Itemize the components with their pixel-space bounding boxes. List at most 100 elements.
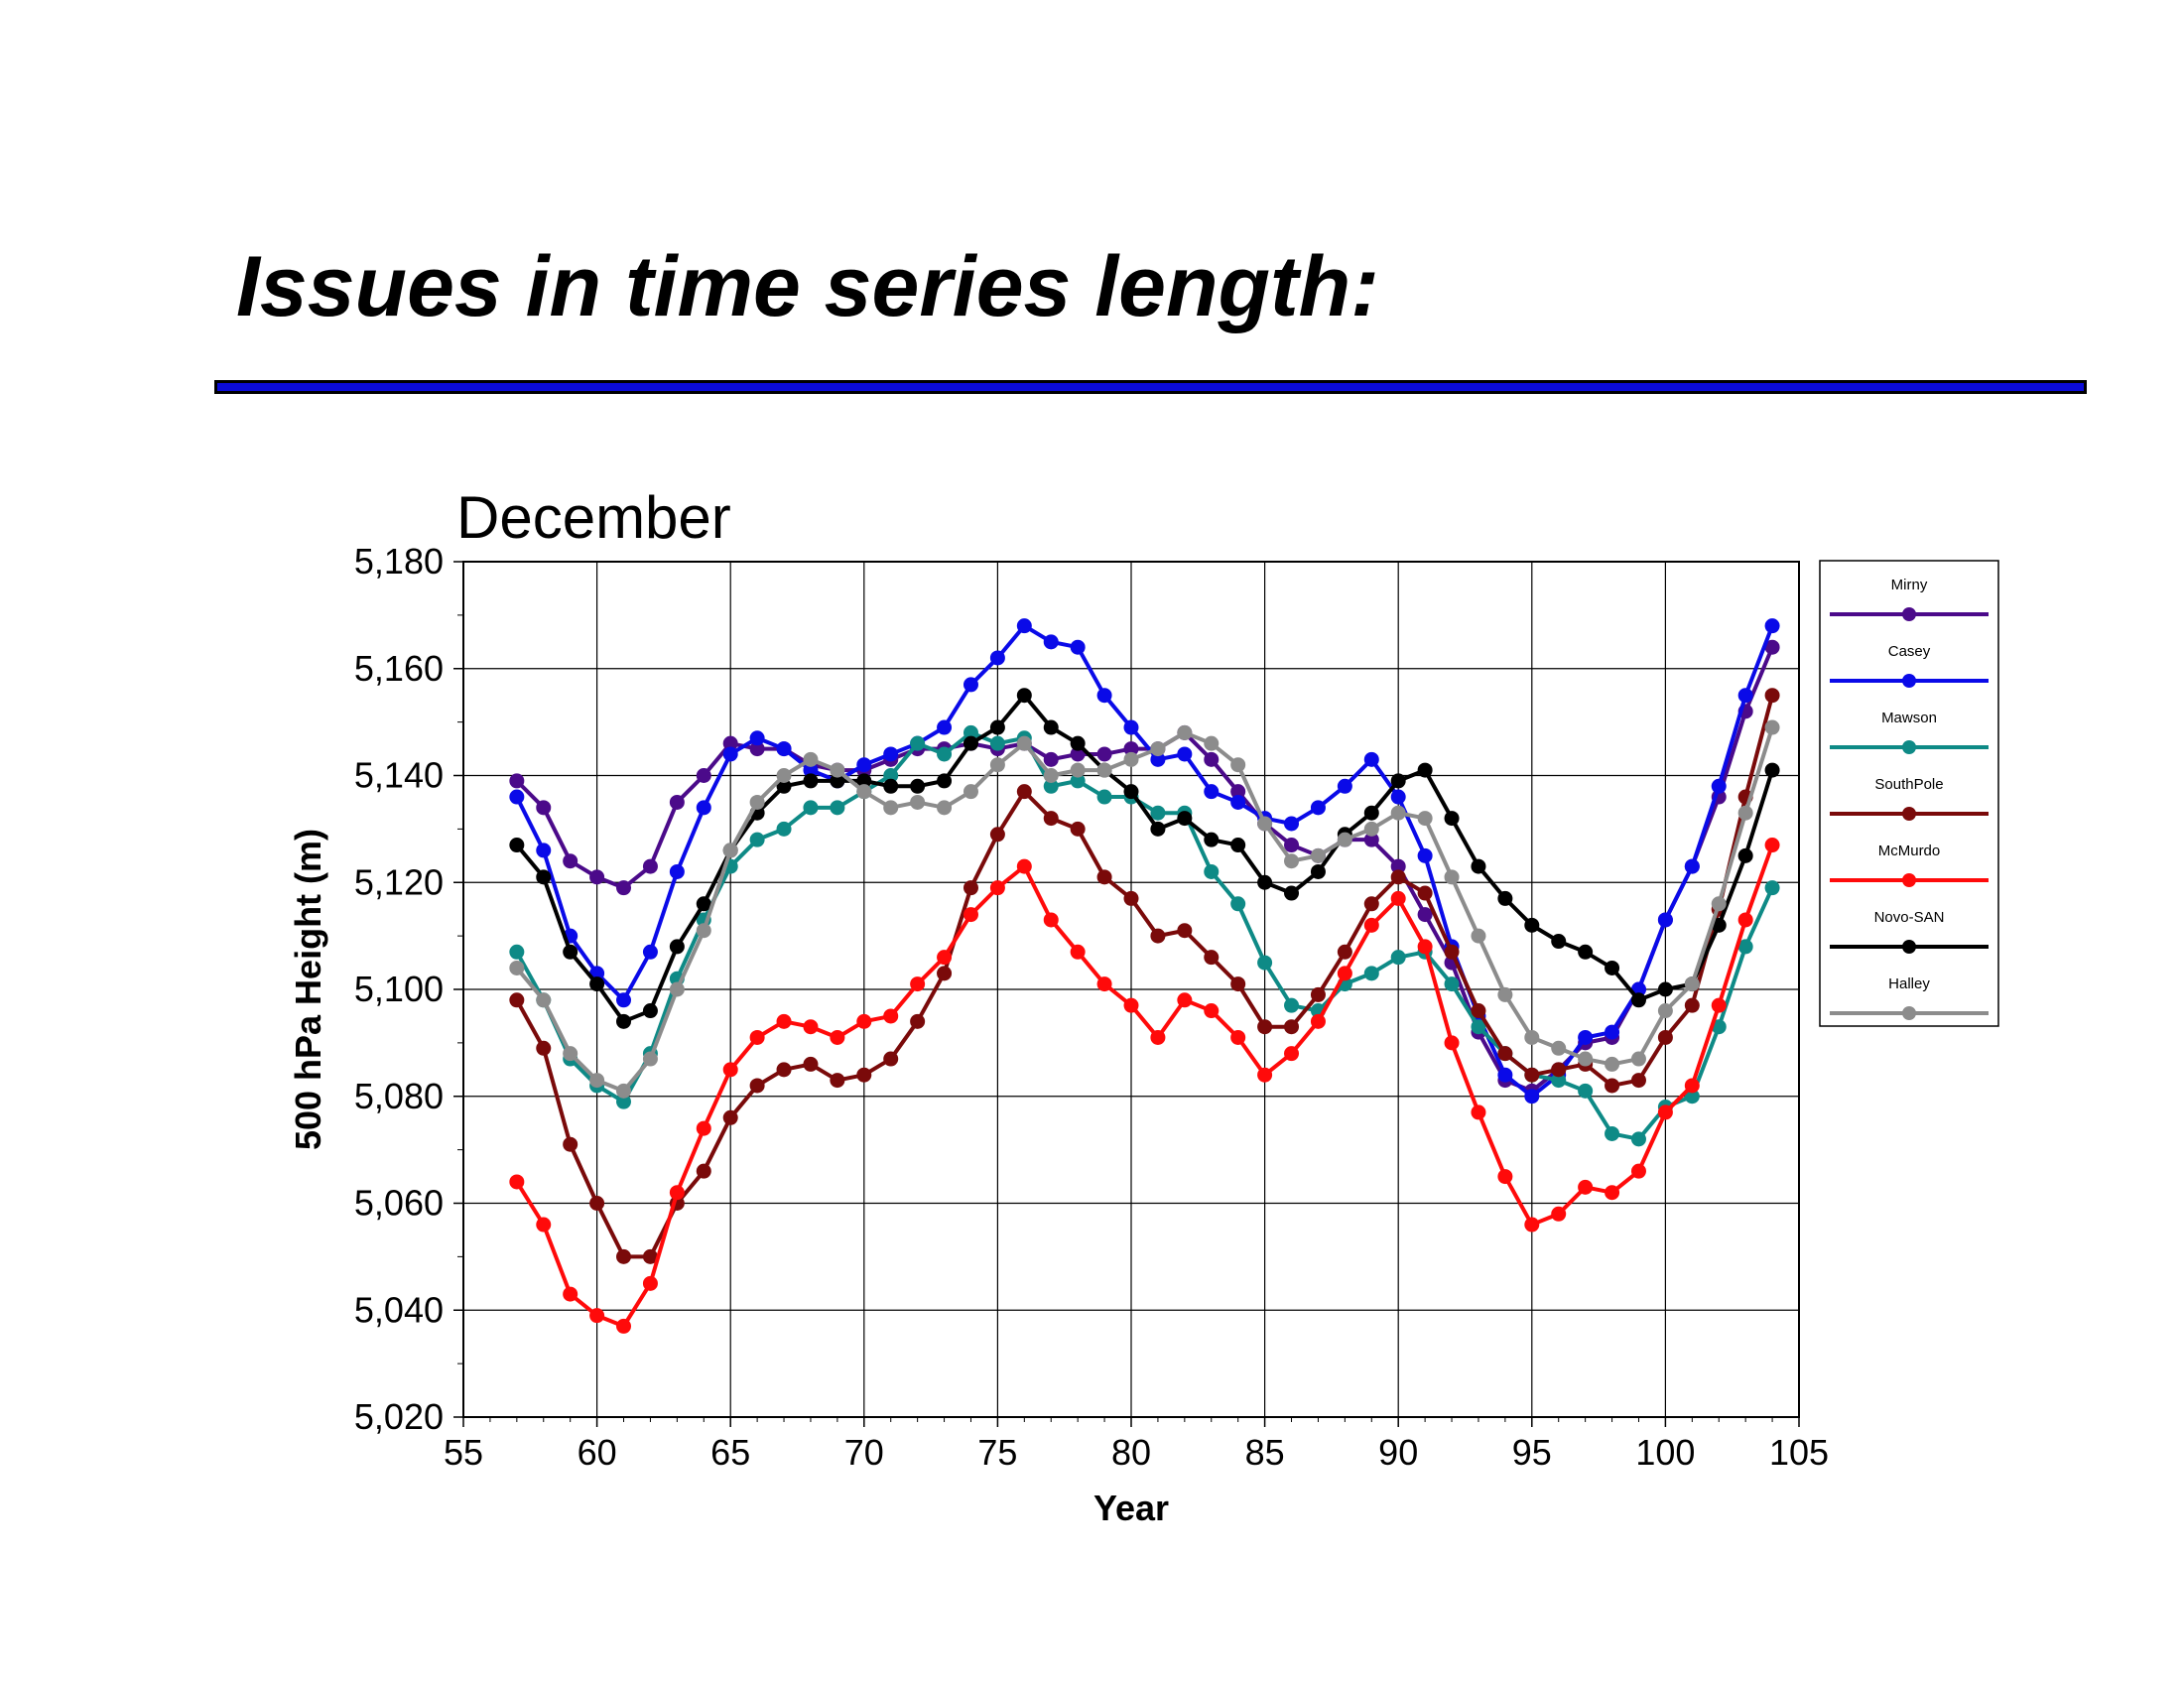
- data-point-southpole: [1417, 885, 1433, 901]
- data-point-halley: [722, 843, 738, 858]
- data-point-southpole: [563, 1136, 578, 1152]
- data-point-mirny: [1096, 746, 1112, 762]
- data-point-halley: [1444, 869, 1460, 885]
- data-point-mcmurdo: [642, 1275, 658, 1291]
- data-point-southpole: [1310, 986, 1326, 1002]
- legend-item-mawson: Mawson: [1830, 710, 1989, 754]
- data-point-mirny: [563, 853, 578, 869]
- data-point-casey: [1043, 634, 1059, 650]
- data-point-mcmurdo: [1310, 1013, 1326, 1029]
- x-tick-label: 100: [1635, 1432, 1695, 1473]
- data-point-mawson: [616, 1094, 632, 1109]
- data-point-southpole: [1043, 811, 1059, 827]
- data-point-halley: [1417, 811, 1433, 827]
- data-point-novo-san: [536, 869, 552, 885]
- data-point-halley: [883, 800, 899, 816]
- data-point-novo-san: [1737, 847, 1753, 863]
- data-point-mawson: [1284, 997, 1300, 1013]
- data-point-casey: [1230, 794, 1246, 810]
- data-point-mcmurdo: [536, 1217, 552, 1233]
- data-point-novo-san: [1605, 960, 1620, 975]
- data-point-halley: [1578, 1051, 1594, 1067]
- data-point-mawson: [937, 746, 953, 762]
- data-point-halley: [1337, 832, 1352, 847]
- data-point-mcmurdo: [1551, 1206, 1567, 1222]
- data-point-mcmurdo: [1096, 976, 1112, 992]
- data-point-casey: [1737, 688, 1753, 704]
- title-rule: [214, 380, 2087, 394]
- data-point-casey: [536, 843, 552, 858]
- data-point-mcmurdo: [1284, 1046, 1300, 1062]
- y-tick-label: 5,160: [354, 648, 444, 689]
- data-point-mawson: [1070, 773, 1086, 789]
- data-point-novo-san: [1204, 832, 1220, 847]
- data-point-mcmurdo: [1204, 1003, 1220, 1019]
- data-point-casey: [1204, 784, 1220, 800]
- data-point-mcmurdo: [1497, 1169, 1513, 1185]
- data-point-novo-san: [1417, 762, 1433, 778]
- data-point-mirny: [1230, 784, 1246, 800]
- data-point-novo-san: [830, 773, 845, 789]
- data-point-mawson: [1096, 789, 1112, 805]
- data-point-halley: [1764, 719, 1780, 735]
- data-point-mawson: [1764, 880, 1780, 896]
- x-tick-label: 75: [977, 1432, 1017, 1473]
- data-point-halley: [669, 981, 685, 997]
- data-point-casey: [1150, 751, 1166, 767]
- data-point-mawson: [1043, 778, 1059, 794]
- data-point-southpole: [856, 1067, 872, 1083]
- data-point-novo-san: [910, 778, 926, 794]
- data-point-novo-san: [1123, 784, 1139, 800]
- data-point-halley: [536, 992, 552, 1008]
- data-point-mcmurdo: [1605, 1185, 1620, 1201]
- x-tick-label: 95: [1512, 1432, 1552, 1473]
- data-point-mcmurdo: [1764, 838, 1780, 853]
- data-point-casey: [856, 757, 872, 773]
- data-point-southpole: [1471, 1003, 1486, 1019]
- data-point-mcmurdo: [589, 1308, 605, 1324]
- data-point-novo-san: [696, 896, 711, 912]
- data-point-halley: [1204, 735, 1220, 751]
- data-point-casey: [1764, 618, 1780, 634]
- data-point-casey: [937, 719, 953, 735]
- data-point-mcmurdo: [989, 880, 1005, 896]
- data-point-mcmurdo: [749, 1029, 765, 1045]
- data-point-mcmurdo: [1230, 1029, 1246, 1045]
- axis-ticks: [453, 561, 1800, 1427]
- data-point-halley: [1551, 1040, 1567, 1056]
- legend-swatch-marker: [1902, 607, 1916, 621]
- data-point-casey: [1417, 847, 1433, 863]
- data-point-southpole: [1444, 944, 1460, 960]
- data-point-novo-san: [776, 778, 792, 794]
- data-point-novo-san: [1284, 885, 1300, 901]
- data-point-mawson: [1630, 1131, 1646, 1147]
- data-point-mcmurdo: [563, 1286, 578, 1302]
- data-point-mawson: [1363, 966, 1379, 981]
- legend-item-novo-san: Novo-SAN: [1830, 909, 1989, 954]
- data-point-halley: [509, 960, 525, 975]
- data-point-mawson: [1204, 863, 1220, 879]
- data-point-halley: [1177, 724, 1193, 740]
- data-point-mirny: [1284, 838, 1300, 853]
- data-point-casey: [1684, 858, 1700, 874]
- data-point-southpole: [1497, 1046, 1513, 1062]
- legend-item-casey: Casey: [1830, 643, 1989, 688]
- data-point-novo-san: [1578, 944, 1594, 960]
- data-point-mcmurdo: [1711, 997, 1727, 1013]
- data-point-mawson: [1605, 1125, 1620, 1141]
- data-point-novo-san: [616, 1013, 632, 1029]
- x-tick-label: 85: [1245, 1432, 1285, 1473]
- data-point-mirny: [1363, 832, 1379, 847]
- chart-title: December: [456, 484, 731, 551]
- data-point-southpole: [696, 1163, 711, 1179]
- data-point-halley: [1043, 768, 1059, 783]
- data-point-southpole: [1337, 944, 1352, 960]
- series-layer: [509, 618, 1780, 1334]
- data-point-halley: [1471, 928, 1486, 944]
- data-point-casey: [989, 650, 1005, 666]
- data-point-mcmurdo: [1657, 1104, 1673, 1120]
- data-point-mawson: [1230, 896, 1246, 912]
- data-point-southpole: [1204, 950, 1220, 966]
- data-point-southpole: [1150, 928, 1166, 944]
